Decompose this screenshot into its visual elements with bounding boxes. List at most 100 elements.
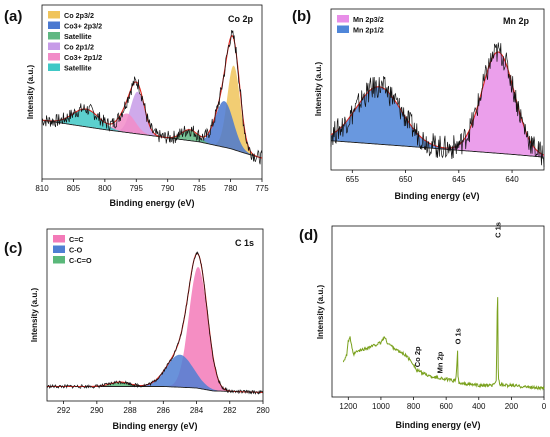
panel-c-ticks: 292 290 288 286 284 282 280 (57, 401, 270, 415)
panel-d-annotation: Mn 2p (435, 351, 444, 373)
panel-a-ticks: 810 805 800 795 790 785 780 775 (35, 179, 269, 193)
panel-d-xtick-label: 1000 (372, 402, 390, 411)
panel-b-xlabel: Binding energy (eV) (394, 191, 479, 201)
panel-a-legend-label: Co3+ 2p1/2 (64, 53, 102, 62)
panel-a-xtick-label: 790 (161, 184, 175, 193)
panel-a-peak-1 (42, 101, 262, 159)
panel-b-ticks: 655 650 645 640 (346, 170, 519, 184)
panel-a-fills (42, 65, 262, 159)
panel-c-legend-label: C-C=O (69, 256, 92, 265)
panel-d-xtick-label: 400 (472, 402, 486, 411)
panel-a-xtick-label: 810 (35, 184, 49, 193)
panel-b-legend: Mn 2p3/2 Mn 2p1/2 (337, 15, 384, 35)
panel-b-peak-0 (331, 52, 544, 158)
panel-c-legend-label: C-O (69, 246, 83, 255)
panel-a-xtick-label: 795 (130, 184, 144, 193)
panel-b-xtick-label: 640 (505, 175, 519, 184)
panel-b: (b) 655 650 645 640 Mn 2p Binding energy (e… (292, 8, 545, 201)
panel-b-lines (330, 42, 545, 167)
panel-b-xtick-label: 655 (346, 175, 360, 184)
panel-c-legend-swatch (53, 256, 65, 264)
panel-d-survey-line (342, 297, 545, 391)
panel-b-title: Mn 2p (503, 16, 530, 26)
panel-c-xlabel: Binding energy (eV) (112, 421, 197, 431)
panel-a-background-line (41, 119, 263, 159)
panel-d-annotations: Co 2p Mn 2p O 1s C 1s (413, 222, 503, 373)
panel-a-legend-swatch (48, 42, 60, 50)
panel-b-xtick-label: 645 (452, 175, 466, 184)
panel-a-legend-swatch (48, 53, 60, 61)
panel-d-xlabel: Binding energy (eV) (395, 420, 480, 430)
panel-b-legend-swatch (337, 25, 349, 33)
panel-a-legend-label: Satellite (64, 32, 92, 41)
panel-b-legend-label: Mn 2p1/2 (353, 26, 384, 35)
panel-b-legend-swatch (337, 15, 349, 23)
panel-d-frame (331, 225, 545, 398)
panel-d-xtick-label: 0 (542, 402, 547, 411)
panel-c-legend-swatch (53, 235, 65, 243)
panel-b-xtick-label: 650 (399, 175, 413, 184)
panel-b-label: (b) (292, 8, 311, 25)
panel-d-xtick-label: 200 (505, 402, 519, 411)
panel-a-xtick-label: 800 (98, 184, 112, 193)
panel-c-ylabel: Intensity (a.u.) (30, 288, 39, 343)
panel-d-label: (d) (299, 227, 318, 244)
panel-c-xtick-label: 282 (223, 406, 237, 415)
panel-c-xtick-label: 288 (123, 406, 137, 415)
panel-c-peak-0 (47, 267, 263, 393)
panel-c-legend-swatch (53, 245, 65, 253)
panel-d-ylabel: Intensity (a.u.) (316, 285, 325, 340)
panel-a-legend-swatch (48, 21, 60, 29)
panel-c-fills (47, 267, 263, 393)
panel-b-raw-line (330, 42, 545, 167)
panel-b-peak-1 (331, 86, 544, 158)
panel-a-legend-label: Co3+ 2p3/2 (64, 22, 102, 31)
panel-c-xtick-label: 292 (57, 406, 71, 415)
panel-a-legend-swatch (48, 32, 60, 40)
panel-a-xtick-label: 775 (255, 184, 269, 193)
panel-d: (d) 1200 1000 800 600 400 200 0 Co 2p Mn 2p O 1s… (299, 222, 547, 430)
panel-d-annotation: Co 2p (413, 346, 422, 367)
panel-a-legend-swatch (48, 63, 60, 71)
panel-c-title: C 1s (235, 238, 254, 248)
panel-c-xtick-label: 280 (256, 406, 270, 415)
panel-a-legend-label: Satellite (64, 64, 92, 73)
panel-d-annotation: O 1s (454, 328, 463, 344)
panel-b-frame (330, 8, 545, 171)
panel-d-ticks: 1200 1000 800 600 400 200 0 (339, 397, 547, 411)
panel-a-xtick-label: 785 (192, 184, 206, 193)
panel-c-peak-1 (47, 354, 263, 393)
panel-b-ylabel: Intensity (a.u.) (314, 62, 323, 117)
panel-c-xtick-label: 286 (157, 406, 171, 415)
panel-d-xtick-label: 1200 (339, 402, 357, 411)
panel-c-label: (c) (4, 240, 22, 257)
panel-c-xtick-label: 290 (90, 406, 104, 415)
panel-b-legend-label: Mn 2p3/2 (353, 15, 384, 24)
panel-c: (c) 292 290 288 286 284 282 280 C 1s Binding e… (4, 228, 270, 431)
panel-d-xtick-label: 800 (407, 402, 421, 411)
panel-a-ylabel: Intensity (a.u.) (26, 65, 35, 120)
panel-c-xtick-label: 284 (190, 406, 204, 415)
panel-a-title: Co 2p (228, 14, 254, 24)
panel-c-envelope-line (47, 252, 263, 393)
panel-a-xtick-label: 805 (67, 184, 81, 193)
panel-a-xtick-label: 780 (224, 184, 238, 193)
panel-a-frame (41, 4, 263, 180)
panel-d-lines (342, 297, 545, 391)
panel-d-annotation: C 1s (494, 222, 503, 238)
panel-a-legend-label: Co 2p1/2 (64, 43, 94, 52)
panel-d-xtick-label: 600 (439, 402, 453, 411)
panel-a-legend-swatch (48, 11, 60, 19)
panel-a-label: (a) (4, 8, 22, 25)
panel-a: (a) 810 805 800 795 790 785 780 775 Co 2p Bindi… (4, 4, 269, 208)
panel-c-legend: C=C C-OC-C=O (53, 235, 92, 265)
panel-b-background-line (330, 140, 545, 158)
panel-c-frame (46, 228, 264, 402)
panel-c-legend-label: C=C (69, 235, 84, 244)
panel-a-raw-line (41, 30, 263, 165)
panel-c-raw-line (46, 251, 264, 395)
panel-c-lines (46, 251, 264, 395)
panel-a-lines (41, 30, 263, 165)
